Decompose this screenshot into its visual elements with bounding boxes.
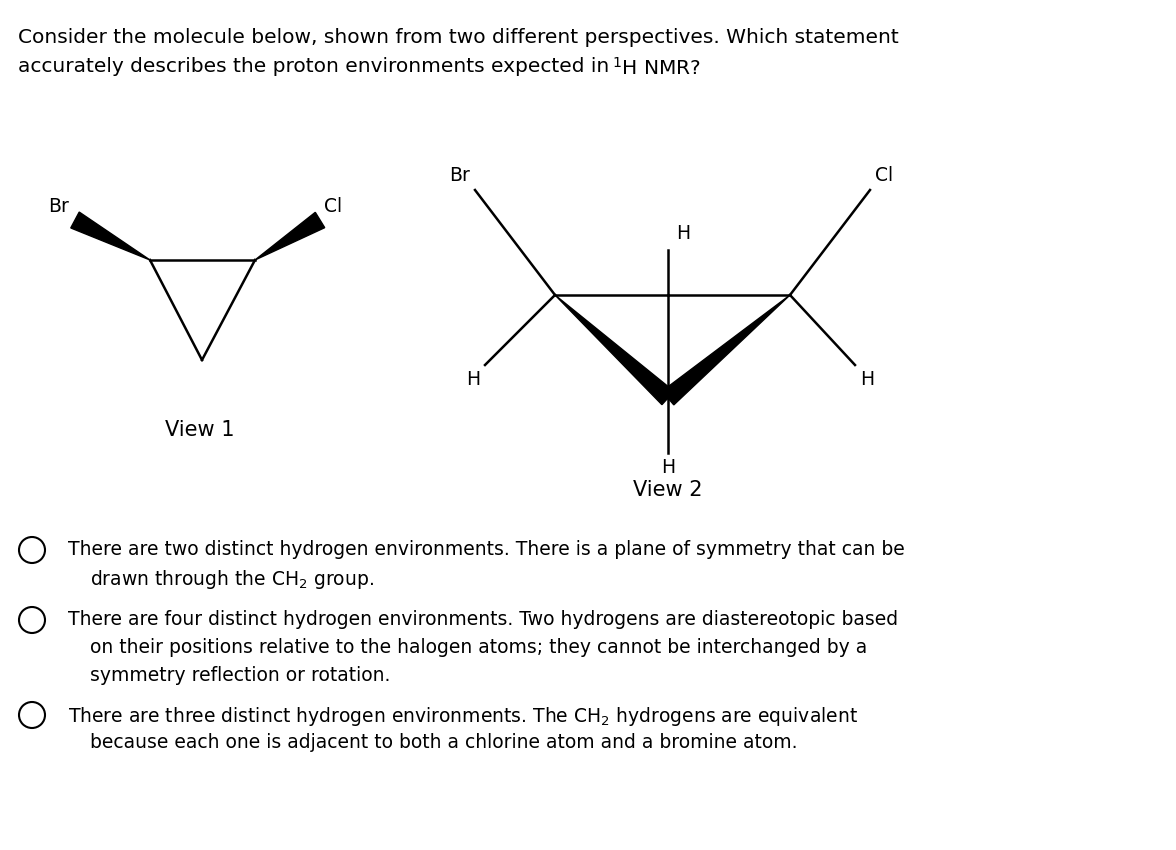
Text: H: H xyxy=(661,458,675,477)
Polygon shape xyxy=(255,212,325,260)
Text: H: H xyxy=(860,370,874,389)
Text: because each one is adjacent to both a chlorine atom and a bromine atom.: because each one is adjacent to both a c… xyxy=(91,733,797,752)
Text: View 2: View 2 xyxy=(633,480,703,500)
Text: View 1: View 1 xyxy=(166,420,235,440)
Text: Consider the molecule below, shown from two different perspectives. Which statem: Consider the molecule below, shown from … xyxy=(18,28,898,47)
Text: drawn through the CH$_2$ group.: drawn through the CH$_2$ group. xyxy=(91,568,374,591)
Text: on their positions relative to the halogen atoms; they cannot be interchanged by: on their positions relative to the halog… xyxy=(91,638,867,657)
Text: Cl: Cl xyxy=(875,166,893,185)
Text: There are two distinct hydrogen environments. There is a plane of symmetry that : There are two distinct hydrogen environm… xyxy=(68,540,904,559)
Text: There are four distinct hydrogen environments. Two hydrogens are diastereotopic : There are four distinct hydrogen environ… xyxy=(68,610,898,629)
Polygon shape xyxy=(555,295,674,405)
Text: Br: Br xyxy=(48,197,69,216)
Text: accurately describes the proton environments expected in: accurately describes the proton environm… xyxy=(18,57,615,76)
Text: H: H xyxy=(676,224,690,243)
Text: H: H xyxy=(466,370,480,389)
Polygon shape xyxy=(662,295,790,405)
Text: symmetry reflection or rotation.: symmetry reflection or rotation. xyxy=(91,666,390,685)
Text: $^{1}$H NMR?: $^{1}$H NMR? xyxy=(612,57,701,79)
Text: Br: Br xyxy=(449,166,470,185)
Text: Cl: Cl xyxy=(325,197,342,216)
Polygon shape xyxy=(71,212,151,260)
Text: There are three distinct hydrogen environments. The CH$_2$ hydrogens are equival: There are three distinct hydrogen enviro… xyxy=(68,705,858,728)
